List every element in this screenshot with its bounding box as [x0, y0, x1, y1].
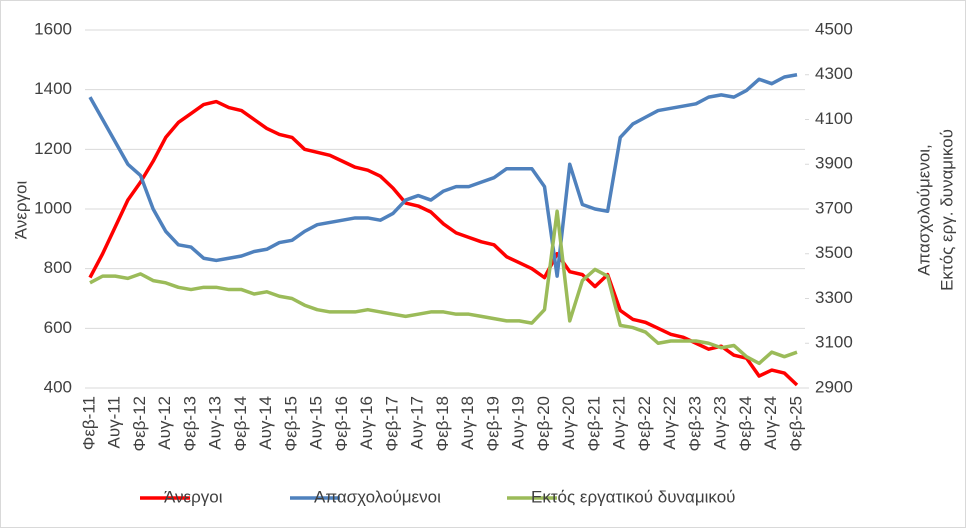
x-tick-label: Αυγ-20	[559, 396, 578, 450]
y-tick-label: 800	[44, 258, 72, 277]
x-tick-label: Αυγ-12	[155, 396, 174, 450]
series-line	[88, 99, 799, 387]
y-tick-label: 400	[44, 377, 72, 396]
x-tick-label: Φεβ-22	[635, 396, 654, 452]
y-tick-label: 1400	[34, 79, 72, 98]
x-tick-label: Φεβ-14	[231, 396, 250, 452]
y-tick-label: 1000	[34, 198, 72, 217]
x-tick-label: Αυγ-23	[711, 396, 730, 450]
y-tick-label: 600	[44, 318, 72, 337]
x-tick-label: Φεβ-19	[483, 396, 502, 452]
x-tick-label: Φεβ-15	[281, 396, 300, 452]
series-line	[89, 209, 798, 366]
x-tick-label: Αυγ-21	[610, 396, 629, 450]
y-axis-title: Άνεργοι	[11, 181, 30, 240]
y2-tick-label: 4100	[815, 109, 853, 128]
x-tick-label: Φεβ-16	[332, 396, 351, 452]
x-tick-label: Αυγ-24	[761, 396, 780, 450]
x-tick-label: Αυγ-18	[458, 396, 477, 450]
x-tick-label: Φεβ-23	[685, 396, 704, 452]
x-tick-label: Αυγ-19	[509, 396, 528, 450]
x-tick-label: Φεβ-18	[433, 396, 452, 452]
legend-label: Απασχολούμενοι	[314, 487, 441, 506]
x-tick-label: Αυγ-22	[660, 396, 679, 450]
legend-label: Εκτός εργατικού δυναμικού	[531, 487, 735, 506]
x-tick-label: Αυγ-15	[307, 396, 326, 450]
y2-tick-label: 2900	[815, 377, 853, 396]
x-tick-label: Φεβ-24	[736, 396, 755, 452]
y2-tick-label: 4500	[815, 19, 853, 38]
y2-axis-title: Εκτός εργ. δυναμικού	[937, 129, 956, 291]
x-tick-label: Αυγ-13	[206, 396, 225, 450]
y2-axis-title: Απασχολούμενοι,	[914, 144, 933, 276]
series-line	[88, 73, 798, 278]
y2-tick-label: 3100	[815, 333, 853, 352]
y2-tick-label: 4300	[815, 64, 853, 83]
legend-label: Άνεργοι	[164, 487, 223, 506]
x-tick-label: Φεβ-11	[79, 396, 98, 450]
y-tick-label: 1600	[34, 19, 72, 38]
y2-tick-label: 3900	[815, 154, 853, 173]
x-tick-label: Φεβ-25	[786, 396, 805, 452]
y2-tick-label: 3500	[815, 243, 853, 262]
x-tick-label: Αυγ-11	[105, 396, 124, 448]
y2-tick-label: 3300	[815, 288, 853, 307]
x-tick-label: Φεβ-12	[130, 396, 149, 452]
x-tick-label: Φεβ-20	[534, 396, 553, 452]
x-tick-label: Αυγ-14	[256, 396, 275, 450]
x-tick-label: Αυγ-17	[408, 396, 427, 450]
x-tick-label: Φεβ-13	[180, 396, 199, 452]
x-tick-label: Αυγ-16	[357, 396, 376, 450]
x-tick-label: Φεβ-17	[382, 396, 401, 452]
x-tick-label: Φεβ-21	[584, 396, 603, 452]
y2-tick-label: 3700	[815, 198, 853, 217]
y-tick-label: 1200	[34, 139, 72, 158]
